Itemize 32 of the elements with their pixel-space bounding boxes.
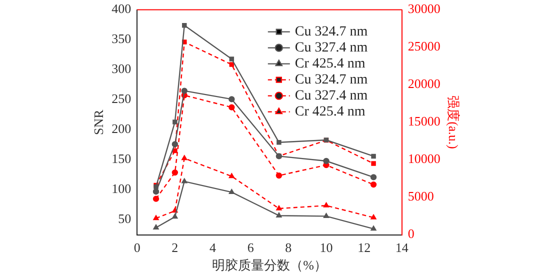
legend-label: Cu 327.4 nm [294,88,368,104]
x-tick-label: 10 [320,240,333,256]
x-tick-label: 8 [285,240,292,256]
y2-tick-label: 30000 [408,1,440,16]
y-tick-label: 150 [112,151,132,166]
y2-tick-label: 15000 [408,114,440,129]
y2-tick-label: 25000 [408,38,440,54]
x-tick-label: 6 [247,240,254,256]
y2-tick-label: 10000 [408,151,440,166]
y2-axis-title: 强度(a.u.) [446,96,461,150]
x-tick-label: 14 [395,240,409,256]
y-tick-label: 300 [112,61,132,76]
y-tick-label: 100 [112,181,132,196]
legend-label: Cu 327.4 nm [294,40,368,56]
y-tick-label: 250 [112,91,132,106]
legend-label: Cr 425.4 nm [294,56,366,72]
y2-tick-label: 20000 [408,76,440,92]
x-tick-label: 0 [134,240,140,256]
y-axis-title: SNR [91,109,106,135]
legend-label: Cr 425.4 nm [294,104,366,120]
x-axis-title: 明胶质量分数（%） [212,258,327,273]
y-tick-label: 50 [118,211,132,226]
y-tick-label: 400 [112,1,132,16]
x-tick-label: 12 [358,240,371,256]
legend-label: Cu 324.7 nm [294,72,368,88]
x-tick-label: 4 [210,240,217,256]
y-tick-label: 350 [112,31,132,46]
legend-label: Cu 324.7 nm [294,24,368,40]
x-tick-label: 2 [172,240,178,256]
y2-tick-label: 0 [408,226,414,242]
y2-tick-label: 5000 [408,188,434,204]
y-tick-label: 200 [112,121,132,136]
